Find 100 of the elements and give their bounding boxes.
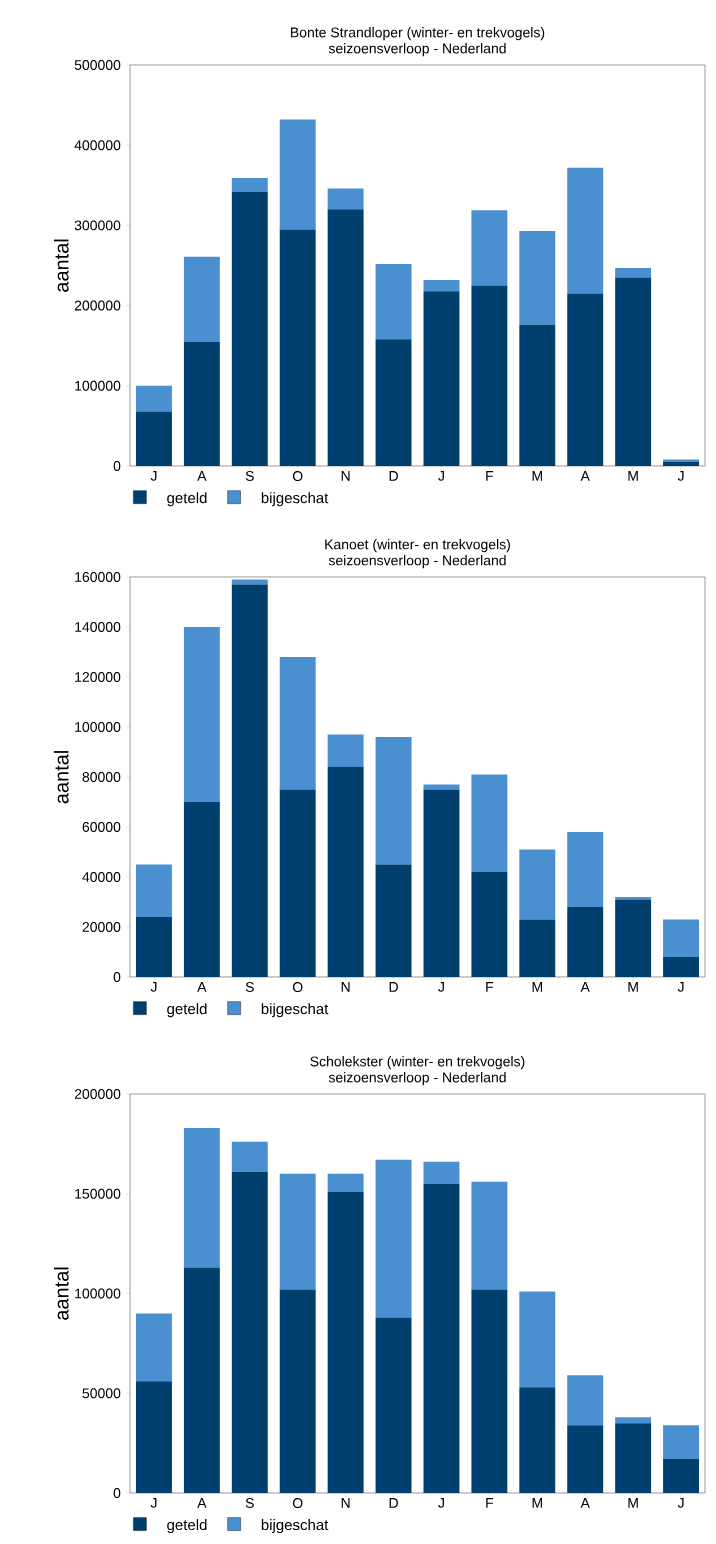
x-tick-label: J (438, 471, 444, 481)
y-tick-label: 300000 (74, 220, 121, 231)
bar (375, 1317, 412, 1493)
bar (471, 210, 508, 286)
legend-label: bijgeschat (261, 492, 329, 507)
legend-label: geteld (167, 1003, 207, 1018)
x-tick-label: A (580, 471, 590, 481)
bar (183, 341, 220, 466)
y-axis-title: aantal (53, 1267, 69, 1320)
bar (375, 736, 412, 865)
bar (279, 229, 316, 466)
chart-title: Scholekster (winter- en trekvogels) (310, 1056, 525, 1070)
x-tick-label: J (677, 982, 684, 992)
bar (567, 831, 604, 907)
legend-label: bijgeschat (261, 1519, 329, 1534)
x-tick-label: N (341, 982, 350, 992)
bar (279, 1289, 316, 1493)
bar (471, 1181, 508, 1290)
bar (135, 411, 172, 466)
x-tick-label: J (150, 1498, 157, 1508)
x-tick-label: S (245, 982, 254, 993)
bar (567, 293, 604, 466)
bar (183, 1127, 220, 1268)
y-tick-label: 200000 (74, 300, 121, 311)
x-tick-label: N (341, 1498, 350, 1508)
bar (423, 279, 460, 292)
y-axis-title: aantal (53, 751, 69, 804)
bar (519, 1387, 556, 1493)
bar (615, 277, 652, 466)
y-tick-label: 500000 (74, 60, 121, 70)
bar (471, 774, 508, 872)
bar (327, 734, 364, 767)
y-tick-label: 0 (113, 972, 121, 982)
y-axis-title: aantal (53, 239, 69, 292)
x-tick-label: A (580, 982, 590, 992)
bar (423, 291, 460, 466)
y-tick-label: 0 (113, 461, 121, 471)
bar (471, 285, 508, 466)
x-tick-label: S (245, 1498, 254, 1509)
bar (615, 267, 652, 278)
x-tick-label: M (532, 982, 542, 992)
y-tick-label: 60000 (82, 822, 121, 832)
chart-subtitle: seizoensverloop - Nederland (328, 555, 506, 569)
y-tick-label: 0 (113, 1488, 121, 1498)
legend-label: bijgeschat (261, 1003, 329, 1018)
x-tick-label: A (197, 982, 207, 992)
x-tick-label: J (677, 1498, 684, 1508)
bar (519, 230, 556, 325)
bar (135, 385, 172, 412)
x-tick-label: M (532, 471, 542, 481)
y-tick-label: 200000 (74, 1089, 121, 1099)
y-tick-label: 100000 (75, 722, 121, 732)
y-tick-label: 150000 (75, 1188, 121, 1199)
chart-title: Bonte Strandloper (winter- en trekvogels) (291, 27, 545, 41)
bar (519, 919, 556, 977)
legend-label: geteld (167, 1519, 207, 1534)
bar (663, 461, 700, 466)
x-tick-label: O (292, 471, 303, 482)
y-tick-label: 120000 (75, 672, 121, 682)
bar (567, 1375, 604, 1426)
bar (231, 191, 268, 466)
bar (423, 789, 460, 977)
x-tick-label: A (580, 1498, 590, 1508)
bar (375, 263, 412, 340)
bar (423, 784, 460, 790)
bar (183, 1267, 220, 1493)
x-tick-label: S (245, 471, 254, 482)
legend-label: geteld (167, 492, 207, 507)
bar (471, 1289, 508, 1493)
x-tick-label: O (292, 982, 303, 993)
y-tick-label: 50000 (82, 1388, 121, 1399)
x-tick-label: M (628, 1498, 638, 1508)
x-tick-label: J (150, 471, 157, 481)
x-tick-label: D (389, 982, 398, 992)
x-tick-label: M (628, 471, 638, 481)
x-tick-label: F (486, 982, 494, 992)
x-tick-label: J (150, 982, 157, 992)
bar (375, 339, 412, 466)
bar (327, 209, 364, 466)
x-tick-label: D (389, 471, 398, 481)
bar (327, 1173, 364, 1192)
bar (423, 1161, 460, 1184)
bar (663, 1425, 700, 1460)
x-tick-label: O (292, 1498, 303, 1509)
bar (663, 956, 700, 977)
bar (231, 178, 268, 192)
bar (519, 849, 556, 920)
bar (567, 167, 604, 294)
bar (183, 626, 220, 802)
bar (567, 906, 604, 977)
bar (423, 1183, 460, 1493)
bar (567, 1425, 604, 1493)
x-tick-label: A (197, 471, 207, 481)
bar (615, 899, 652, 977)
y-tick-label: 140000 (75, 622, 121, 632)
bar (615, 1417, 652, 1424)
y-tick-label: 20000 (82, 922, 121, 932)
bar (375, 864, 412, 977)
bar (279, 1173, 316, 1290)
bar (231, 1171, 268, 1493)
